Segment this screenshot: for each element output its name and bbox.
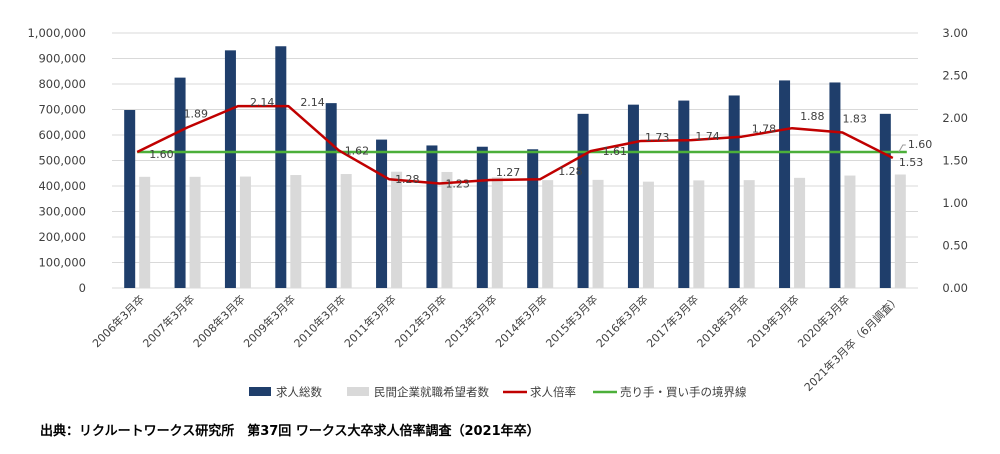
bar-job-openings <box>829 82 841 288</box>
bar-job-openings <box>174 77 186 288</box>
bar-job-openings <box>627 104 639 288</box>
legend-label: 民間企業就職希望者数 <box>374 385 489 399</box>
bar-job-openings <box>124 110 136 288</box>
x-category-label: 2008年3月卒 <box>190 292 248 350</box>
legend-label: 求人総数 <box>276 385 322 399</box>
bar-job-openings <box>426 145 438 288</box>
y-right-tick-label: 0.50 <box>942 239 968 253</box>
y-left-tick-label: 100,000 <box>38 256 86 270</box>
bar-job-openings <box>577 113 589 289</box>
bar-job-openings <box>224 50 236 289</box>
bar-applicants <box>189 176 201 288</box>
y-right-tick-label: 3.00 <box>942 26 968 40</box>
x-category-label: 2009年3月卒 <box>240 292 298 350</box>
y-right-tick-label: 2.50 <box>942 69 968 83</box>
x-category-label: 2016年3月卒 <box>593 292 651 350</box>
ratio-data-label: 1.61 <box>603 145 628 158</box>
ratio-data-label: 2.14 <box>250 96 275 109</box>
x-category-label: 2019年3月卒 <box>744 292 802 350</box>
x-category-label: 2018年3月卒 <box>694 292 752 350</box>
bar-job-openings <box>779 80 791 289</box>
y-left-tick-label: 1,000,000 <box>27 26 86 40</box>
y-left-tick-label: 0 <box>79 281 86 295</box>
ratio-data-label: 1.78 <box>752 123 777 136</box>
bar-applicants <box>592 179 604 288</box>
y-right-tick-label: 2.00 <box>942 111 968 125</box>
ratio-data-label: 1.60 <box>149 148 174 161</box>
x-category-label: 2013年3月卒 <box>442 292 500 350</box>
x-category-label: 2021年3月卒（6月調査） <box>801 292 903 394</box>
y-right-tick-label: 1.00 <box>942 196 968 210</box>
bar-applicants <box>290 175 302 288</box>
bar-job-openings <box>678 100 690 288</box>
ratio-data-label: 1.27 <box>496 166 521 179</box>
y-left-tick-label: 300,000 <box>38 205 86 219</box>
bar-applicants <box>441 171 453 288</box>
source-note: 出典：リクルートワークス研究所 第37回 ワークス大卒求人倍率調査（2021年卒… <box>40 424 540 439</box>
legend-label: 求人倍率 <box>530 385 576 399</box>
y-left-tick-label: 800,000 <box>38 77 86 91</box>
boundary-label-leader <box>898 144 906 153</box>
x-category-label: 2007年3月卒 <box>140 292 198 350</box>
bar-job-openings <box>476 146 488 288</box>
ratio-data-label: 1.28 <box>558 165 583 178</box>
bar-job-openings <box>275 46 287 289</box>
x-category-label: 2014年3月卒 <box>492 292 550 350</box>
legend-label: 売り手・買い手の境界線 <box>620 385 747 399</box>
bar-applicants <box>794 177 806 288</box>
y-right-tick-label: 1.50 <box>942 154 968 168</box>
bar-job-openings <box>879 113 891 289</box>
bar-applicants <box>391 171 403 288</box>
ratio-data-label: 1.73 <box>645 131 670 144</box>
x-category-label: 2012年3月卒 <box>392 292 450 350</box>
x-category-label: 2010年3月卒 <box>291 292 349 350</box>
combo-chart: 0 100,000 200,000 300,000 400,000 500,000 600,… <box>27 26 968 399</box>
y-left-tick-label: 600,000 <box>38 128 86 142</box>
bar-applicants <box>239 176 251 288</box>
ratio-data-label: 1.88 <box>800 110 825 123</box>
bar-applicants <box>844 175 856 288</box>
ratio-data-label: 1.74 <box>695 130 720 143</box>
bar-applicants <box>894 174 906 288</box>
boundary-end-label: 1.60 <box>908 138 933 151</box>
ratio-data-label: 1.53 <box>899 156 924 169</box>
ratio-data-label: 1.83 <box>842 112 867 125</box>
x-category-label: 2015年3月卒 <box>543 292 601 350</box>
bar-applicants <box>693 180 705 288</box>
y-left-tick-label: 200,000 <box>38 230 86 244</box>
y-left-tick-label: 700,000 <box>38 103 86 117</box>
y-left-tick-label: 500,000 <box>38 154 86 168</box>
bar-applicants <box>340 174 352 288</box>
bar-job-openings <box>527 149 539 288</box>
y-left-tick-label: 900,000 <box>38 52 86 66</box>
bar-applicants <box>542 180 554 288</box>
x-category-label: 2006年3月卒 <box>89 292 147 350</box>
ratio-data-label: 1.28 <box>395 173 420 186</box>
ratio-data-label: 1.89 <box>184 107 209 120</box>
bar-applicants <box>743 180 755 288</box>
bar-job-openings <box>728 95 740 288</box>
x-category-label: 2011年3月卒 <box>341 292 399 350</box>
bar-applicants <box>139 176 151 288</box>
x-category-label: 2017年3月卒 <box>643 292 701 350</box>
ratio-data-label: 1.62 <box>345 144 370 157</box>
ratio-line <box>136 104 894 185</box>
bar-applicants <box>491 177 503 288</box>
ratio-data-label: 1.23 <box>445 177 470 190</box>
y-left-tick-label: 400,000 <box>38 179 86 193</box>
legend-swatch <box>347 387 369 396</box>
ratio-data-label: 2.14 <box>300 96 325 109</box>
y-right-tick-label: 0.00 <box>942 281 968 295</box>
legend-swatch <box>249 387 271 396</box>
bar-applicants <box>642 181 654 288</box>
bar-job-openings <box>325 103 337 288</box>
bar-job-openings <box>376 139 388 288</box>
